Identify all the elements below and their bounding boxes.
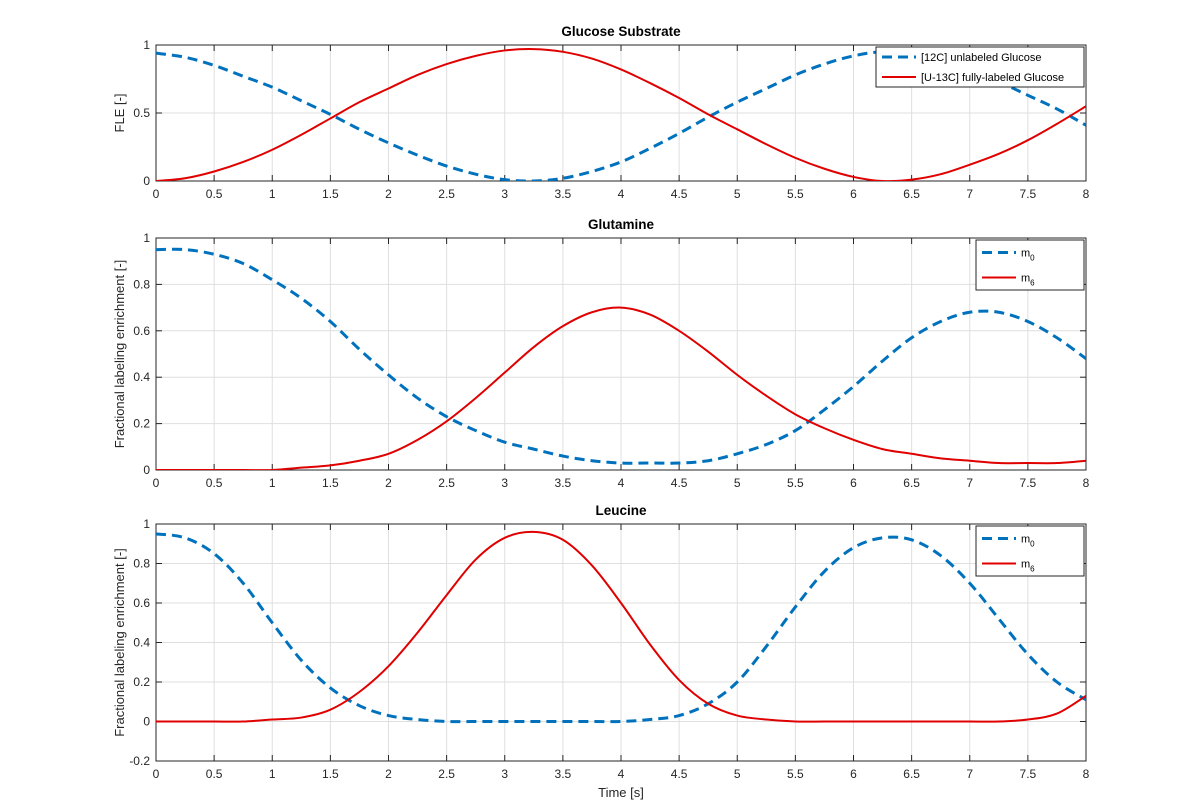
x-tick-label: 5.5 xyxy=(787,187,804,201)
y-tick-label: 0 xyxy=(143,715,150,729)
series-line-solid xyxy=(156,306,1086,470)
x-tick-label: 1.5 xyxy=(322,187,339,201)
x-tick-label: 4.5 xyxy=(671,476,688,490)
x-tick-label: 0 xyxy=(153,767,160,781)
subplot-3: 0 0.5 1 1.5 2 2.5 3 3.5 4 4.5 5 5.5 6 6.5 7 7.5 8-0.200.… xyxy=(112,503,1090,800)
x-tick-label: 7 xyxy=(966,187,973,201)
x-tick-label: 1.5 xyxy=(322,476,339,490)
x-tick-label: 0 xyxy=(153,476,160,490)
x-tick-label: 8 xyxy=(1083,187,1090,201)
x-tick-label: 7.5 xyxy=(1020,476,1037,490)
x-tick-label: 2.5 xyxy=(438,187,455,201)
x-tick-label: 1.5 xyxy=(322,767,339,781)
x-tick-label: 4 xyxy=(618,187,625,201)
x-tick-label: 6 xyxy=(850,476,857,490)
x-tick-label: 3.5 xyxy=(555,476,572,490)
legend: m0 m6 xyxy=(975,239,1085,291)
x-tick-label: 4 xyxy=(618,767,625,781)
subplot-title: Leucine xyxy=(595,503,647,518)
x-tick-label: 3.5 xyxy=(555,767,572,781)
y-tick-label: 1 xyxy=(143,517,150,531)
subplot-title: Glucose Substrate xyxy=(561,24,681,39)
y-tick-label: 0.8 xyxy=(133,277,150,291)
series-line-dashed xyxy=(156,50,1086,181)
x-tick-label: 4 xyxy=(618,476,625,490)
x-axis-label: Time [s] xyxy=(598,785,644,800)
legend-entry: m6 xyxy=(1021,273,1035,288)
x-tick-label: 2.5 xyxy=(438,767,455,781)
y-tick-label: 0 xyxy=(143,463,150,477)
x-tick-label: 6 xyxy=(850,767,857,781)
x-tick-label: 4.5 xyxy=(671,187,688,201)
series-line-dashed xyxy=(156,532,1086,724)
x-tick-label: 5 xyxy=(734,187,741,201)
x-tick-label: 2.5 xyxy=(438,476,455,490)
x-tick-label: 2 xyxy=(385,767,392,781)
y-tick-label: 0.5 xyxy=(133,106,150,120)
legend-entry: m0 xyxy=(1021,534,1035,549)
y-tick-label: 0.4 xyxy=(133,370,150,384)
x-tick-label: 5 xyxy=(734,476,741,490)
legend-box xyxy=(975,525,1085,577)
x-tick-label: 7 xyxy=(966,476,973,490)
x-tick-label: 0.5 xyxy=(206,187,223,201)
y-tick-label: 0.2 xyxy=(133,675,150,689)
x-tick-label: 6.5 xyxy=(903,187,920,201)
x-tick-label: 0.5 xyxy=(206,476,223,490)
legend: m0 m6 xyxy=(975,525,1085,577)
legend-entry: m0 xyxy=(1021,248,1035,263)
subplot-title: Glutamine xyxy=(588,217,655,232)
legend-entry: [U-13C] fully-labeled Glucose xyxy=(921,72,1064,84)
x-tick-label: 3.5 xyxy=(555,187,572,201)
series-line-solid xyxy=(156,48,1086,181)
y-axis-label: FLE [-] xyxy=(112,93,127,132)
legend-entry: [12C] unlabeled Glucose xyxy=(921,52,1041,64)
x-tick-label: 1 xyxy=(269,767,276,781)
subplot-1: 0 0.5 1 1.5 2 2.5 3 3.5 4 4.5 5 5.5 6 6.5 7 7.5 8 0 0.5 1 Gl… xyxy=(112,24,1090,201)
legend-entry: m6 xyxy=(1021,559,1035,574)
y-tick-label: 1 xyxy=(143,38,150,52)
y-tick-label: 0.4 xyxy=(133,636,150,650)
y-tick-label: 0.8 xyxy=(133,557,150,571)
series-line-dashed xyxy=(156,247,1086,465)
x-tick-label: 6 xyxy=(850,187,857,201)
x-tick-label: 7 xyxy=(966,767,973,781)
y-axis-label: Fractional labeling enrichment [-] xyxy=(112,260,127,449)
x-tick-label: 3 xyxy=(501,187,508,201)
y-axis-label: Fractional labeling enrichment [-] xyxy=(112,548,127,737)
x-tick-label: 0 xyxy=(153,187,160,201)
x-tick-label: 3 xyxy=(501,476,508,490)
x-tick-label: 5.5 xyxy=(787,767,804,781)
x-tick-label: 7.5 xyxy=(1020,767,1037,781)
x-tick-label: 1 xyxy=(269,476,276,490)
x-tick-label: 2 xyxy=(385,476,392,490)
x-tick-label: 4.5 xyxy=(671,767,688,781)
legend-box xyxy=(975,239,1085,291)
x-tick-label: 6.5 xyxy=(903,476,920,490)
legend-box xyxy=(875,46,1085,88)
x-tick-label: 8 xyxy=(1083,767,1090,781)
series-line-solid xyxy=(156,530,1086,723)
y-tick-label: 0.6 xyxy=(133,596,150,610)
y-tick-label: 0.6 xyxy=(133,324,150,338)
x-tick-label: 1 xyxy=(269,187,276,201)
x-tick-label: 7.5 xyxy=(1020,187,1037,201)
x-tick-label: 8 xyxy=(1083,476,1090,490)
x-tick-label: 5.5 xyxy=(787,476,804,490)
subplot-2: 0 0.5 1 1.5 2 2.5 3 3.5 4 4.5 5 5.5 6 6.5 7 7.5 8 0 0.2 0.4… xyxy=(112,217,1090,490)
x-tick-label: 0.5 xyxy=(206,767,223,781)
y-tick-label: 1 xyxy=(143,231,150,245)
x-tick-label: 2 xyxy=(385,187,392,201)
y-tick-label: 0 xyxy=(143,174,150,188)
x-tick-label: 5 xyxy=(734,767,741,781)
x-tick-label: 6.5 xyxy=(903,767,920,781)
y-tick-label: 0.2 xyxy=(133,417,150,431)
legend: [12C] unlabeled Glucose [U-13C] fully-lab… xyxy=(875,46,1085,88)
y-tick-label: -0.2 xyxy=(129,754,150,768)
x-tick-label: 3 xyxy=(501,767,508,781)
